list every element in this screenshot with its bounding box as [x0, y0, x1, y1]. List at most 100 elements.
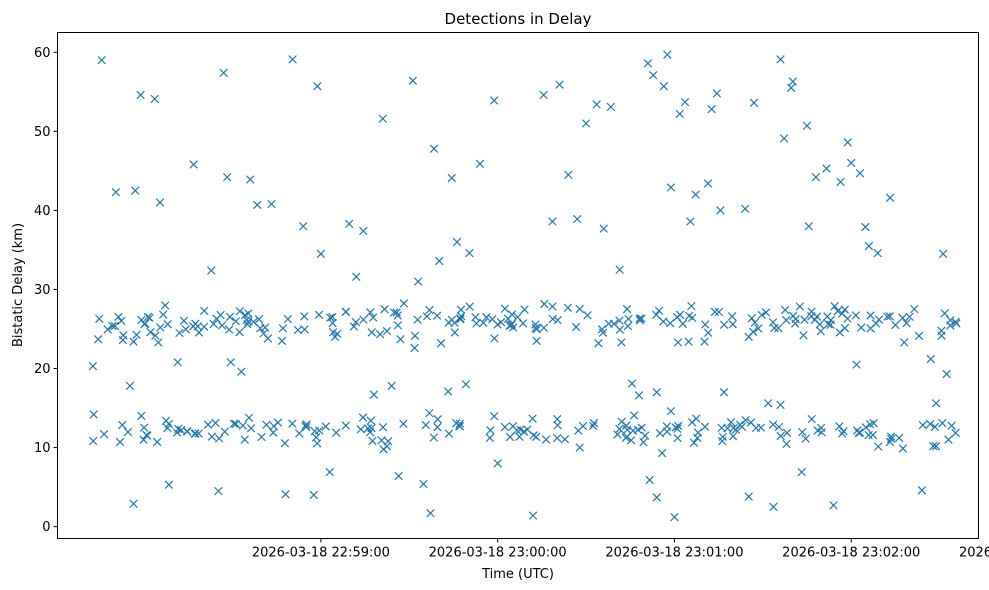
data-point-marker — [666, 183, 676, 192]
marker-stroke — [490, 334, 499, 343]
data-point-marker — [366, 416, 376, 425]
data-point-marker — [528, 511, 538, 520]
data-point-marker — [717, 423, 726, 433]
data-point-marker — [129, 499, 138, 508]
marker-stroke — [175, 328, 184, 338]
marker-stroke — [861, 222, 870, 232]
marker-stroke — [802, 121, 812, 131]
data-point-marker — [623, 425, 632, 434]
marker-stroke — [244, 413, 254, 423]
marker-stroke — [634, 391, 644, 400]
marker-stroke — [781, 315, 791, 325]
data-point-marker — [389, 308, 399, 317]
marker-stroke — [575, 304, 584, 314]
data-point-marker — [217, 321, 227, 330]
data-point-marker — [552, 414, 562, 424]
marker-stroke — [795, 302, 805, 311]
data-point-marker — [599, 224, 608, 233]
data-point-marker — [88, 436, 98, 446]
data-point-marker — [615, 265, 624, 274]
marker-stroke — [885, 193, 895, 202]
data-point-marker — [615, 424, 624, 434]
data-point-marker — [408, 76, 418, 85]
marker-stroke — [929, 441, 938, 451]
data-point-marker — [367, 423, 376, 433]
data-point-marker — [429, 433, 439, 442]
data-point-marker — [905, 312, 914, 322]
data-point-marker — [898, 313, 907, 323]
marker-stroke — [804, 221, 814, 231]
data-point-marker — [951, 428, 960, 438]
marker-stroke — [684, 311, 694, 321]
marker-stroke — [635, 314, 644, 323]
marker-stroke — [786, 83, 796, 93]
marker-stroke — [942, 369, 951, 379]
data-point-marker — [588, 421, 598, 431]
marker-stroke — [855, 169, 865, 178]
data-point-marker — [824, 319, 833, 329]
data-point-marker — [944, 435, 953, 444]
data-point-marker — [692, 414, 701, 423]
data-point-marker — [560, 435, 570, 444]
marker-stroke — [485, 433, 495, 443]
data-point-marker — [429, 144, 439, 153]
data-point-marker — [245, 175, 255, 184]
data-point-marker — [242, 315, 251, 325]
marker-stroke — [331, 428, 341, 437]
marker-stroke — [119, 330, 128, 340]
marker-stroke — [283, 314, 293, 324]
marker-stroke — [791, 314, 800, 324]
marker-stroke — [150, 94, 159, 104]
marker-stroke — [857, 323, 866, 332]
data-point-marker — [426, 508, 435, 518]
data-point-marker — [512, 425, 522, 435]
marker-stroke — [940, 309, 949, 318]
marker-stroke — [312, 439, 322, 448]
data-point-marker — [855, 169, 865, 178]
data-point-marker — [852, 360, 861, 369]
x-tick-label: 2026-03-18 23:03:00 — [959, 546, 989, 561]
data-point-marker — [776, 400, 785, 410]
marker-stroke — [606, 102, 616, 112]
marker-stroke — [413, 277, 423, 286]
data-point-marker — [710, 307, 720, 317]
data-point-marker — [617, 338, 626, 347]
data-point-marker — [456, 305, 466, 314]
data-point-marker — [160, 301, 170, 310]
data-point-marker — [774, 422, 784, 432]
marker-stroke — [652, 493, 661, 502]
marker-stroke — [799, 331, 808, 340]
marker-stroke — [673, 433, 682, 443]
marker-stroke — [450, 328, 459, 337]
marker-stroke — [507, 310, 517, 319]
data-point-marker — [145, 313, 154, 323]
marker-stroke — [257, 432, 266, 442]
marker-stroke — [456, 314, 465, 323]
data-point-marker — [728, 320, 738, 329]
marker-stroke — [368, 436, 377, 446]
data-point-marker — [450, 328, 459, 337]
data-point-marker — [857, 323, 866, 332]
data-point-marker — [216, 310, 225, 320]
marker-stroke — [717, 423, 726, 433]
data-point-marker — [181, 324, 191, 334]
data-point-marker — [321, 422, 331, 431]
marker-stroke — [408, 76, 418, 85]
marker-stroke — [231, 317, 241, 326]
marker-stroke — [938, 249, 948, 259]
data-point-marker — [693, 433, 702, 443]
marker-stroke — [117, 316, 126, 326]
data-point-marker — [295, 429, 304, 438]
data-point-marker — [606, 102, 616, 112]
marker-stroke — [366, 308, 375, 317]
data-point-marker — [782, 428, 792, 438]
marker-stroke — [520, 305, 529, 314]
data-point-marker — [164, 419, 174, 429]
marker-stroke — [700, 337, 709, 346]
data-point-marker — [457, 311, 466, 321]
marker-stroke — [801, 434, 810, 443]
data-point-marker — [214, 486, 223, 496]
marker-stroke — [281, 490, 290, 499]
marker-stroke — [465, 302, 474, 311]
marker-stroke — [926, 354, 935, 364]
